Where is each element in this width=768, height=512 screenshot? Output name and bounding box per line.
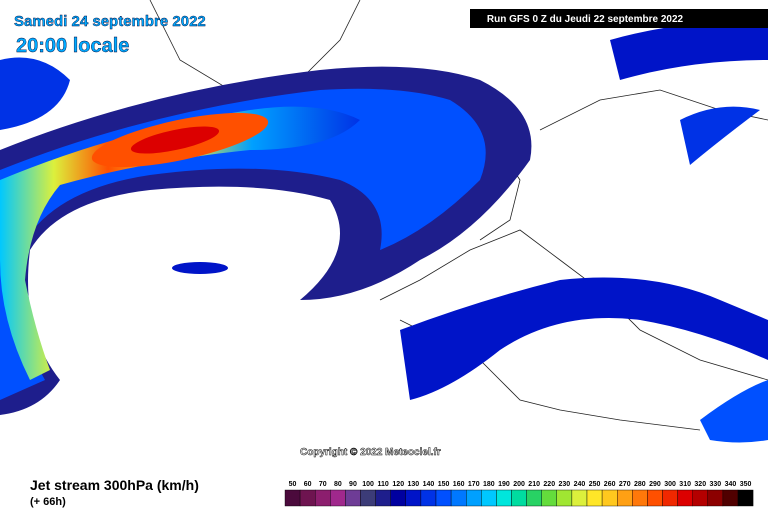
copyright: Copyright © 2022 Meteociel.fr <box>300 447 441 458</box>
date: Samedi 24 septembre 2022 <box>14 13 206 30</box>
legend-swatch <box>571 489 588 507</box>
legend-label: 120 <box>392 481 404 488</box>
legend-swatch <box>405 489 422 507</box>
legend-label: 260 <box>604 481 616 488</box>
legend-label: 280 <box>634 481 646 488</box>
legend-label: 150 <box>438 481 450 488</box>
run-info: Run GFS 0 Z du Jeudi 22 septembre 2022 <box>487 14 684 25</box>
legend-label: 50 <box>289 481 297 488</box>
legend-label: 80 <box>334 481 342 488</box>
legend-label: 90 <box>349 481 357 488</box>
legend-swatch <box>647 489 663 507</box>
legend-swatch <box>315 489 331 507</box>
legend-label: 250 <box>589 481 601 488</box>
legend-swatch <box>299 489 316 507</box>
legend-swatch <box>707 489 724 507</box>
legend-label: 330 <box>710 481 722 488</box>
footer-title: Jet stream 300hPa (km/h) <box>30 477 199 493</box>
legend-swatch <box>692 489 709 507</box>
legend-swatch <box>541 489 558 507</box>
legend-label: 100 <box>362 481 374 488</box>
legend-label: 320 <box>694 481 706 488</box>
legend-label: 200 <box>513 481 525 488</box>
legend-swatch <box>435 489 452 507</box>
legend-swatch <box>601 489 618 507</box>
legend-label: 230 <box>559 481 571 488</box>
legend-swatch <box>511 489 527 507</box>
legend-swatch <box>375 489 391 507</box>
legend-label: 160 <box>453 481 465 488</box>
legend-label: 70 <box>319 481 327 488</box>
legend-label: 240 <box>574 481 586 488</box>
legend-swatch <box>526 489 542 507</box>
legend-swatch <box>737 489 754 507</box>
run-banner <box>470 9 768 28</box>
legend-label: 140 <box>423 481 435 488</box>
time: 20:00 locale <box>16 35 129 57</box>
legend-swatch <box>662 489 678 507</box>
legend-label: 300 <box>664 481 676 488</box>
legend-label: 210 <box>528 481 540 488</box>
legend-swatch <box>722 489 739 507</box>
legend-label: 340 <box>725 481 737 488</box>
footer-lead: (+ 66h) <box>30 496 66 508</box>
jet-stream <box>0 20 768 443</box>
legend-swatch <box>284 489 301 507</box>
legend-swatch <box>466 489 482 507</box>
legend-label: 350 <box>740 481 752 488</box>
legend-label: 110 <box>378 481 389 488</box>
color-legend: 50 60 70 80 90 100 110 120 130 140 150 160 170 180 190… <box>284 481 754 507</box>
legend-swatch <box>496 489 512 507</box>
legend-label: 170 <box>468 481 480 488</box>
legend-swatch <box>632 489 648 507</box>
legend-label: 190 <box>498 481 510 488</box>
legend-swatch <box>677 489 693 507</box>
legend-label: 60 <box>304 481 312 488</box>
legend-label: 270 <box>619 481 631 488</box>
legend-swatch <box>556 489 573 507</box>
legend-swatch <box>420 489 437 507</box>
legend-label: 310 <box>679 481 691 488</box>
legend-swatch <box>345 489 361 507</box>
legend-label: 290 <box>649 481 661 488</box>
legend-swatch <box>450 489 467 507</box>
legend-swatch <box>330 489 346 507</box>
legend-label: 130 <box>408 481 420 488</box>
legend-swatch <box>390 489 407 507</box>
legend-swatch <box>586 489 603 507</box>
legend-label: 180 <box>483 481 495 488</box>
legend-swatch <box>481 489 497 507</box>
legend-label: 220 <box>543 481 555 488</box>
legend-swatch <box>360 489 376 507</box>
legend-swatch <box>617 489 633 507</box>
